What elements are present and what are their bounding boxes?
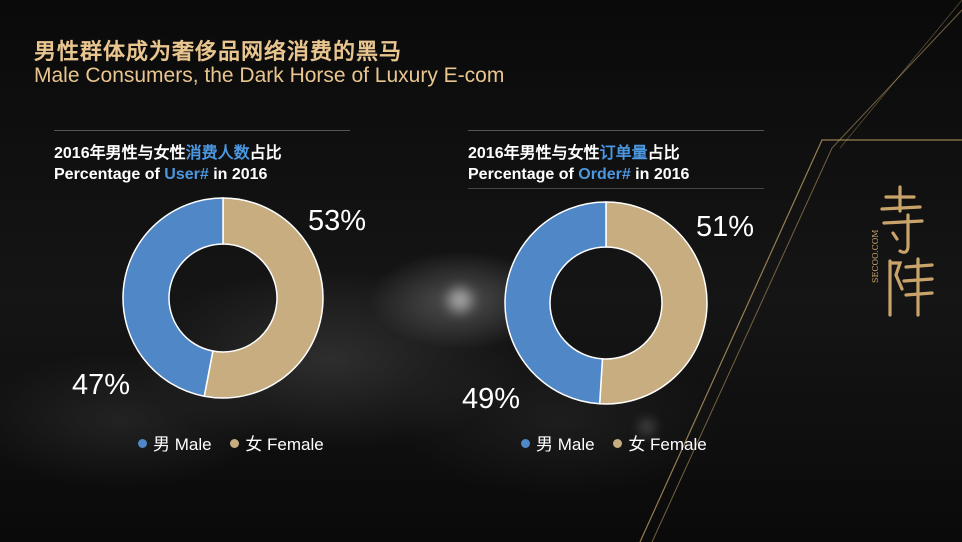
- legend-item-male: 男 Male: [521, 430, 595, 455]
- page-title-cn: 男性群体成为奢侈品网络消费的黑马: [34, 39, 403, 64]
- page-title-en: Male Consumers, the Dark Horse of Luxury…: [34, 64, 505, 87]
- chart-1-data-label-female: 53%: [308, 205, 366, 237]
- legend-item-female: 女 Female: [230, 430, 324, 455]
- chart-1-slice-male: [122, 197, 224, 398]
- chart-2-data-label-male: 49%: [462, 383, 520, 415]
- chart-1-data-label-male: 47%: [72, 369, 130, 401]
- legend-female-swatch: [613, 439, 623, 448]
- chart-2-header: 2016年男性与女性订单量占比 Percentage of Order# in …: [468, 130, 764, 189]
- chart-1-legend: 男 Male 女 Female: [138, 430, 338, 455]
- legend-male-swatch: [138, 439, 147, 448]
- chart-2-heading-en: Percentage of Order# in 2016: [468, 166, 690, 183]
- header-divider: [468, 188, 764, 189]
- header-divider: [468, 130, 764, 131]
- background-light-spot: [640, 420, 654, 434]
- legend-item-female: 女 Female: [613, 430, 707, 455]
- legend-item-male: 男 Male: [138, 430, 212, 455]
- chart-2-slice-male: [504, 201, 607, 405]
- legend-male-swatch: [521, 439, 530, 448]
- secoo-logo: SECOO.COM: [871, 185, 934, 317]
- chart-2-data-label-female: 51%: [696, 211, 754, 243]
- chart-1-heading-cn: 2016年男性与女性消费人数占比: [54, 145, 282, 162]
- logo-wordmark: SECOO.COM: [871, 229, 880, 283]
- chart-1-slice-female: [203, 197, 324, 399]
- chart-1-heading-en: Percentage of User# in 2016: [54, 166, 268, 183]
- legend-female-swatch: [230, 439, 240, 448]
- chart-2-heading-cn: 2016年男性与女性订单量占比: [468, 145, 680, 162]
- header-divider: [54, 130, 350, 131]
- background-light-spot: [448, 288, 472, 312]
- chart-1-header: 2016年男性与女性消费人数占比 Percentage of User# in …: [54, 130, 350, 184]
- chart-2-slice-female: [598, 201, 708, 405]
- chart-2-legend: 男 Male 女 Female: [521, 430, 721, 455]
